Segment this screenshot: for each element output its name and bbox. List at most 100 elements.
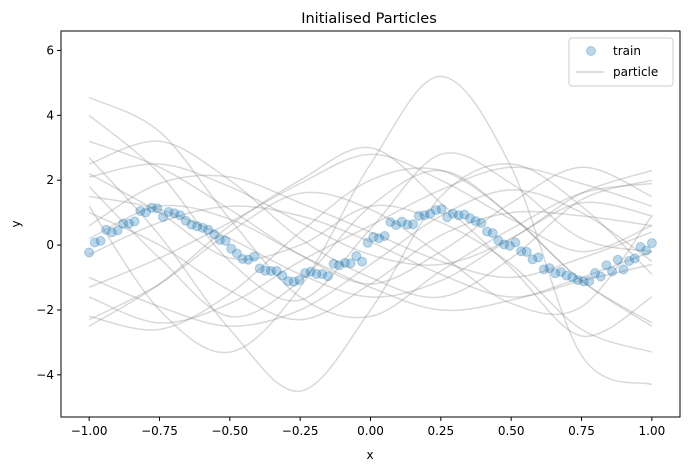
- x-tick-label: 0.75: [568, 424, 595, 438]
- train-point: [646, 238, 657, 249]
- train-point: [396, 216, 407, 227]
- x-tick-label: 0.00: [357, 424, 384, 438]
- train-point: [118, 218, 129, 229]
- train-point: [624, 256, 635, 266]
- train-point: [447, 208, 458, 219]
- train-point: [436, 204, 447, 215]
- particle-curve: [88, 173, 653, 353]
- train-point: [544, 263, 555, 274]
- particle-curve: [88, 75, 653, 386]
- train-point: [220, 235, 231, 246]
- particle-curve: [88, 163, 653, 266]
- train-point: [453, 210, 464, 221]
- train-point: [339, 257, 350, 268]
- particles-layer: [88, 75, 653, 392]
- particle-curve: [88, 96, 653, 319]
- train-point: [516, 246, 527, 257]
- train-point: [442, 212, 453, 223]
- x-tick-label: −0.50: [211, 424, 248, 438]
- train-point: [203, 224, 214, 235]
- particle-curve: [88, 205, 653, 298]
- train-point: [328, 258, 339, 269]
- particle-curve: [88, 169, 653, 327]
- train-point: [385, 217, 396, 228]
- train-point: [129, 216, 140, 227]
- y-tick-label: −2: [36, 303, 54, 317]
- train-point: [573, 275, 583, 286]
- train-point: [141, 207, 151, 218]
- x-axis-ticks: −1.00 −0.75 −0.50 −0.25 0.00 0.25 0.50 0.75 1.00: [71, 417, 665, 438]
- train-point: [294, 275, 305, 286]
- x-axis-label: x: [366, 448, 373, 462]
- train-point: [214, 234, 225, 245]
- train-point: [578, 276, 589, 287]
- train-point: [305, 266, 316, 277]
- train-point: [311, 269, 322, 279]
- train-point: [402, 219, 413, 230]
- train-point: [510, 237, 521, 248]
- train-point: [550, 268, 561, 279]
- train-point: [186, 219, 197, 230]
- legend-frame: [568, 37, 674, 87]
- train-point: [260, 265, 271, 276]
- x-tick-label: −0.25: [282, 424, 319, 438]
- train-point: [271, 266, 282, 276]
- x-tick-label: 1.00: [639, 424, 666, 438]
- train-point: [322, 271, 333, 282]
- particle-curve: [88, 140, 653, 285]
- train-point: [123, 218, 134, 229]
- train-point: [618, 264, 629, 275]
- particle-curve: [88, 166, 653, 324]
- particle-curve: [88, 195, 653, 298]
- train-point: [95, 235, 106, 246]
- train-point: [374, 233, 384, 244]
- train-point: [266, 266, 276, 276]
- plot-area: [60, 30, 681, 418]
- train-point: [425, 208, 436, 219]
- train-point: [317, 269, 328, 279]
- train-point: [470, 216, 481, 227]
- train-point: [334, 260, 345, 271]
- train-point: [231, 248, 242, 259]
- train-point: [192, 221, 203, 232]
- train-point: [237, 254, 248, 264]
- y-tick-label: 4: [46, 108, 54, 122]
- y-tick-label: 2: [46, 173, 54, 187]
- train-point: [595, 271, 606, 282]
- train-point: [493, 235, 504, 246]
- particle-curve: [88, 204, 653, 312]
- train-point: [567, 272, 578, 283]
- train-point: [197, 222, 208, 233]
- y-axis-ticks: −4 −2 0 2 4 6: [36, 43, 61, 382]
- train-point: [527, 254, 538, 265]
- train-point: [379, 231, 390, 241]
- train-point: [357, 256, 367, 267]
- particle-curve: [88, 156, 653, 392]
- train-point: [590, 268, 600, 278]
- train-point: [84, 247, 95, 258]
- y-tick-label: 0: [46, 238, 54, 252]
- train-point: [601, 260, 612, 271]
- train-point: [351, 251, 362, 262]
- train-point: [254, 263, 265, 274]
- train-point: [152, 203, 163, 214]
- particle-curve: [88, 210, 653, 321]
- x-tick-label: 0.25: [427, 424, 454, 438]
- train-point: [169, 208, 180, 219]
- train-point: [288, 276, 299, 287]
- train-point: [362, 237, 373, 248]
- train-point: [487, 228, 498, 239]
- train-point: [163, 207, 174, 217]
- train-point: [555, 267, 566, 277]
- train-point: [584, 276, 595, 287]
- train-point: [533, 252, 544, 263]
- train-point: [459, 209, 470, 220]
- train-point: [482, 226, 492, 237]
- train-point: [607, 266, 618, 277]
- train-point: [89, 237, 100, 248]
- train-point: [158, 211, 168, 222]
- train-point: [391, 220, 402, 230]
- train-point: [419, 210, 430, 221]
- train-point: [209, 229, 220, 240]
- train-point: [368, 232, 379, 242]
